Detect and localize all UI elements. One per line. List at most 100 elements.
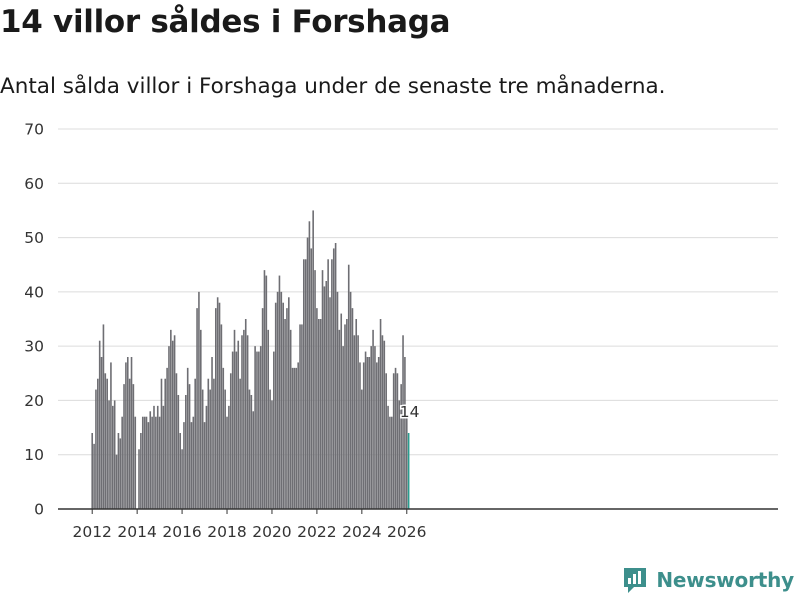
bar	[302, 259, 305, 509]
bar	[106, 378, 108, 509]
bar	[179, 433, 182, 509]
bar	[389, 416, 391, 509]
bar	[344, 324, 346, 509]
bar	[126, 357, 129, 509]
newsworthy-logo-text: Newsworthy	[656, 568, 794, 592]
bar	[258, 351, 260, 509]
bar	[143, 416, 146, 509]
y-axis-ticks: 0 10 20 30 40 50 60 70	[24, 121, 44, 519]
bar	[117, 433, 120, 509]
bar	[349, 291, 352, 509]
bar	[342, 346, 344, 509]
bar	[306, 237, 309, 509]
y-tick-label: 20	[24, 392, 44, 410]
bar	[331, 259, 333, 509]
bar	[316, 308, 318, 509]
bar	[231, 351, 234, 509]
bar	[95, 389, 97, 509]
bar	[286, 308, 288, 509]
bar	[119, 438, 122, 509]
bar	[220, 324, 223, 509]
bar	[162, 405, 165, 509]
bar	[377, 357, 380, 509]
bar	[121, 416, 123, 509]
bar	[151, 416, 153, 509]
bar	[173, 335, 176, 509]
bar	[213, 378, 215, 509]
bar	[222, 367, 225, 509]
bar	[243, 329, 245, 509]
bar	[372, 329, 374, 509]
bar	[263, 270, 266, 509]
bar	[170, 329, 172, 509]
bar	[224, 389, 226, 509]
bar	[186, 367, 189, 509]
x-axis: 2012 2014 2016 2018 2020 2022 2024 2026	[58, 508, 778, 540]
bar	[181, 449, 183, 509]
bar	[280, 291, 283, 509]
bar	[310, 248, 313, 509]
bar	[147, 422, 150, 509]
bar	[123, 384, 125, 509]
bar	[183, 422, 185, 509]
bar	[276, 291, 279, 509]
bar	[145, 416, 148, 509]
bar	[267, 329, 270, 509]
bar	[209, 389, 211, 509]
bar	[128, 378, 131, 509]
bar	[158, 416, 161, 509]
bar	[312, 210, 314, 509]
bar	[288, 297, 290, 509]
newsworthy-logo-icon	[624, 568, 647, 593]
bar	[190, 422, 193, 509]
x-tick-label: 2026	[387, 523, 426, 540]
bar	[198, 291, 200, 509]
bar	[383, 340, 386, 509]
bar	[235, 351, 238, 509]
x-tick-label: 2024	[342, 523, 381, 540]
x-tick-label: 2016	[162, 523, 201, 540]
bar	[284, 319, 286, 509]
bar	[366, 357, 369, 509]
bar	[155, 416, 157, 509]
bar	[346, 319, 348, 509]
bar	[340, 313, 343, 509]
bar	[138, 449, 140, 509]
bar	[336, 291, 339, 509]
bar	[359, 362, 361, 509]
bar	[110, 362, 112, 509]
bar	[192, 416, 195, 509]
bar	[140, 433, 142, 509]
x-tick-label: 2020	[252, 523, 291, 540]
bar	[291, 367, 294, 509]
bar	[185, 395, 187, 509]
x-tick-label: 2012	[72, 523, 111, 540]
bar	[323, 286, 326, 509]
x-tick-label: 2014	[117, 523, 156, 540]
bar	[308, 221, 311, 509]
bar	[216, 297, 219, 509]
bar	[368, 357, 371, 509]
bar	[256, 351, 258, 509]
bar	[278, 275, 281, 509]
bar	[319, 319, 322, 509]
y-tick-label: 30	[24, 338, 44, 356]
y-tick-label: 40	[24, 283, 44, 301]
bar	[196, 308, 198, 509]
bar	[100, 357, 103, 509]
bar	[301, 324, 303, 509]
bar	[149, 411, 152, 509]
bar	[329, 297, 331, 509]
bar	[104, 373, 107, 509]
bar	[153, 405, 155, 509]
bar	[93, 443, 95, 509]
bar	[295, 367, 298, 509]
bar	[102, 324, 105, 509]
x-tick-label: 2018	[207, 523, 246, 540]
bar	[355, 319, 358, 509]
chart-subtitle: Antal sålda villor i Forshaga under de s…	[0, 74, 666, 99]
bar	[113, 400, 116, 509]
bar	[98, 340, 101, 509]
bar	[203, 422, 206, 509]
bar	[265, 275, 268, 509]
